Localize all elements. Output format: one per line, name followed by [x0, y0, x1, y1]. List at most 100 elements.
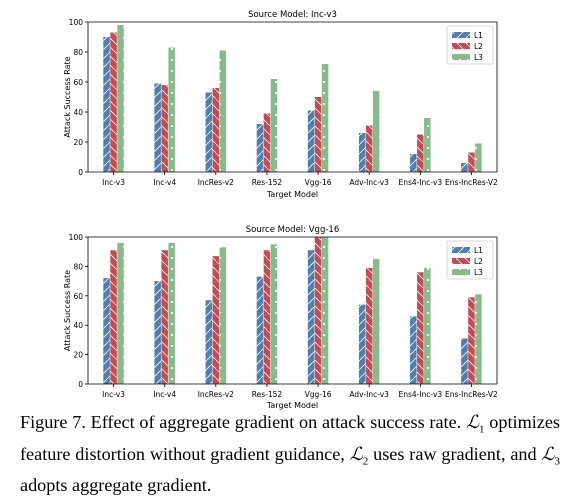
- figure-caption: Figure 7. Effect of aggregate gradient o…: [20, 410, 560, 497]
- bar-l1-inc-v3-hatch: [103, 37, 110, 172]
- bar-l1-incres-v2-hatch: [205, 300, 213, 384]
- x-tick-label: Ens-IncRes-V2: [445, 390, 498, 399]
- bar-l2-ens-incres-v2-hatch: [468, 152, 475, 172]
- legend-swatch-hatch-l2: [452, 258, 470, 264]
- y-tick-label: 100: [69, 233, 84, 242]
- x-tick-label: Res-152: [252, 178, 283, 187]
- bar-l1-inc-v4-hatch: [154, 83, 161, 172]
- bar-l2-incres-v2-hatch: [212, 88, 220, 172]
- legend-swatch-hatch-l2: [452, 43, 470, 49]
- bar-l2-inc-v3-hatch: [110, 250, 117, 384]
- x-tick-label: Adv-Inc-v3: [349, 390, 389, 399]
- bar-l3-adv-inc-v3-hatch: [372, 91, 380, 172]
- bar-l3-inc-v3-hatch: [117, 25, 124, 172]
- legend-label-l3: L3: [474, 53, 483, 62]
- bar-l1-ens-incres-v2-hatch: [461, 163, 468, 172]
- legend-label-l2: L2: [474, 257, 483, 266]
- bar-l2-inc-v4-hatch: [161, 250, 168, 384]
- bar-l3-ens4-inc-v3-hatch: [424, 267, 431, 384]
- caption-symbol-3: ℒ: [541, 443, 555, 465]
- bar-l3-ens-incres-v2-hatch: [475, 143, 482, 172]
- y-axis-label: Attack Success Rate: [63, 270, 72, 351]
- legend-swatch-hatch-l1: [452, 247, 470, 253]
- y-tick-label: 40: [73, 108, 83, 117]
- caption-prefix: Figure 7. Effect of aggregate gradient o…: [20, 412, 462, 432]
- bar-l2-ens-incres-v2-hatch: [468, 297, 475, 384]
- y-tick-label: 0: [78, 168, 83, 177]
- bar-l3-res-152-hatch: [270, 79, 278, 172]
- x-tick-label: Inc-v3: [102, 390, 125, 399]
- bar-l1-res-152-hatch: [256, 124, 264, 172]
- bar-l2-res-152-hatch: [263, 113, 271, 172]
- bar-l1-inc-v3-hatch: [103, 278, 110, 384]
- caption-symbol-1: ℒ: [465, 412, 480, 433]
- legend-swatch-hatch-l3: [452, 54, 470, 60]
- x-tick-label: Adv-Inc-v3: [349, 178, 389, 187]
- legend-swatch-hatch-l1: [452, 32, 470, 38]
- legend-label-l3: L3: [474, 268, 483, 277]
- bar-l1-res-152-hatch: [256, 276, 264, 384]
- chart-title: Source Model: Inc-v3: [248, 10, 337, 20]
- bar-l1-adv-inc-v3-hatch: [358, 304, 366, 384]
- bar-l2-adv-inc-v3-hatch: [365, 267, 373, 384]
- bar-l1-vgg-16-hatch: [307, 250, 315, 384]
- x-tick-label: IncRes-v2: [198, 178, 234, 187]
- y-tick-label: 80: [73, 48, 83, 57]
- y-tick-label: 60: [73, 292, 83, 301]
- x-tick-label: IncRes-v2: [198, 390, 234, 399]
- x-tick-label: Res-152: [252, 390, 283, 399]
- bar-l2-ens4-inc-v3-hatch: [417, 272, 424, 384]
- figure-charts: Source Model: Inc-v3 0 20 40 60 80 100 Inc-v3 In…: [63, 10, 498, 410]
- y-tick-label: 80: [73, 262, 83, 271]
- bar-l2-vgg-16-hatch: [314, 97, 322, 172]
- bar-l3-incres-v2-hatch: [219, 247, 227, 384]
- caption-segment-2: uses raw gradient, and: [373, 443, 537, 464]
- bar-l1-adv-inc-v3-hatch: [358, 133, 366, 172]
- caption-symbol-2: ℒ: [349, 443, 363, 465]
- y-tick-label: 100: [69, 18, 84, 27]
- x-tick-label: Ens4-Inc-v3: [398, 178, 442, 187]
- bar-l2-res-152-hatch: [263, 250, 271, 384]
- bar-l3-vgg-16-hatch: [321, 237, 329, 384]
- legend-swatch-hatch-l3: [452, 269, 470, 275]
- y-tick-label: 60: [73, 78, 83, 87]
- bar-l1-inc-v4-hatch: [154, 281, 161, 384]
- y-tick-label: 20: [73, 351, 83, 360]
- bar-l3-res-152-hatch: [270, 244, 278, 384]
- bar-l1-ens4-inc-v3-hatch: [410, 316, 417, 384]
- x-tick-label: Inc-v4: [153, 178, 176, 187]
- x-tick-label: Ens4-Inc-v3: [398, 390, 442, 399]
- bar-charts-svg: Source Model: Inc-v3 0 20 40 60 80 100 Inc-v3 In…: [63, 10, 498, 410]
- bar-l2-vgg-16-hatch: [314, 237, 322, 384]
- legend-label-l1: L1: [474, 246, 483, 255]
- y-tick-label: 0: [78, 380, 83, 389]
- bar-l3-inc-v4-hatch: [168, 47, 175, 172]
- caption-segment-3: adopts aggregate gradient.: [20, 475, 212, 496]
- x-axis-label: Target Model: [266, 401, 318, 410]
- bar-l2-adv-inc-v3-hatch: [365, 125, 373, 172]
- x-tick-label: Vgg-16: [305, 390, 332, 399]
- bar-l3-ens4-inc-v3-hatch: [424, 118, 431, 172]
- bar-l2-ens4-inc-v3-hatch: [417, 134, 424, 172]
- x-tick-label: Vgg-16: [305, 178, 332, 187]
- caption-sub-3: 3: [554, 455, 561, 468]
- caption-sub-1: 1: [479, 423, 485, 436]
- legend-label-l2: L2: [474, 42, 483, 51]
- bar-l3-ens-incres-v2-hatch: [475, 294, 482, 384]
- x-axis-label: Target Model: [266, 190, 318, 199]
- bar-l3-adv-inc-v3-hatch: [372, 259, 380, 384]
- chart-title: Source Model: Vgg-16: [246, 225, 339, 235]
- bar-l2-inc-v4-hatch: [161, 85, 168, 172]
- bar-l1-incres-v2-hatch: [205, 92, 213, 172]
- bar-l3-inc-v4-hatch: [168, 242, 175, 384]
- x-tick-label: Inc-v3: [102, 178, 125, 187]
- bar-l2-incres-v2-hatch: [212, 256, 220, 384]
- bar-l2-inc-v3-hatch: [110, 32, 117, 172]
- bar-l3-inc-v3-hatch: [117, 242, 124, 384]
- caption-sub-2: 2: [362, 455, 369, 468]
- caption-segment-1: optimizes feature distortion without gra…: [20, 412, 560, 464]
- legend-label-l1: L1: [474, 31, 483, 40]
- bar-l3-incres-v2-hatch: [219, 50, 227, 172]
- bar-l3-vgg-16-hatch: [321, 64, 329, 172]
- y-tick-label: 20: [73, 138, 83, 147]
